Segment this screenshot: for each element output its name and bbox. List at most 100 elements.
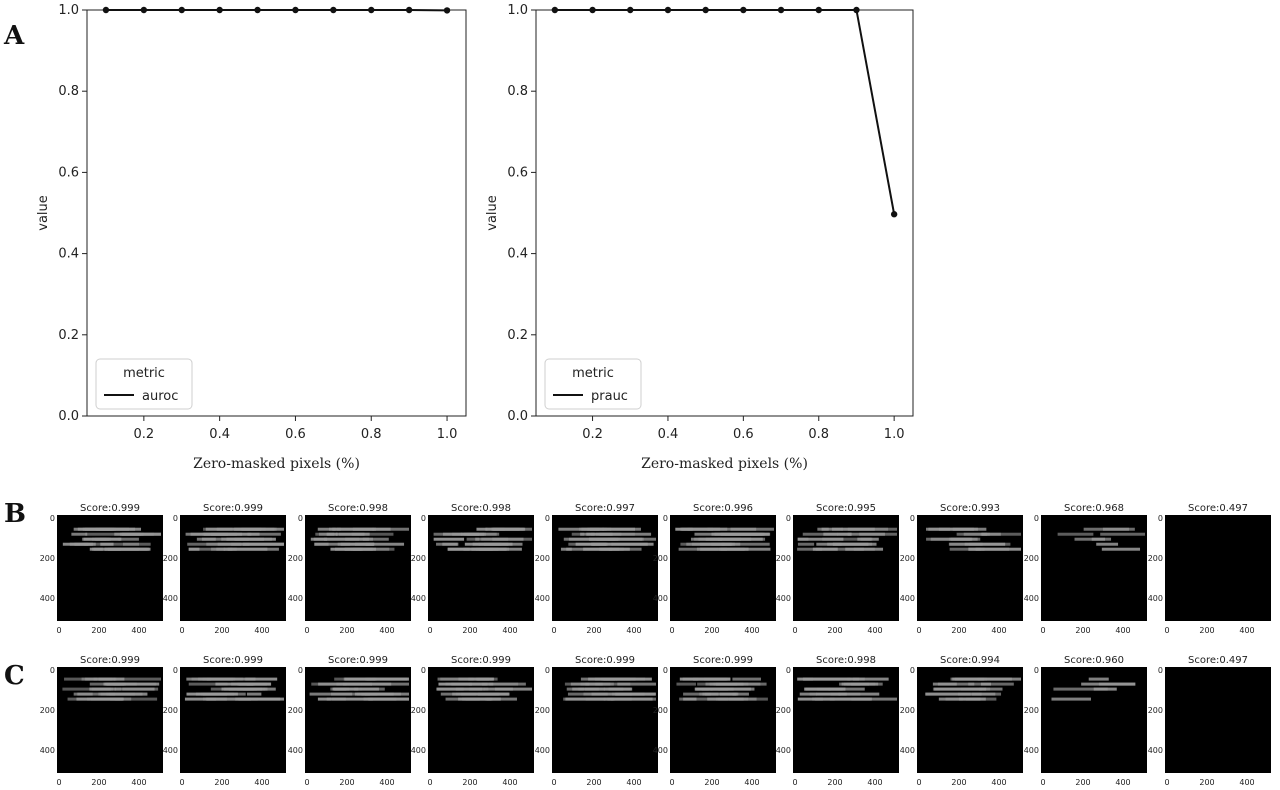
- thumbnail-x-tick: 400: [131, 626, 146, 635]
- tissue-band: [1081, 682, 1136, 686]
- tissue-band: [64, 677, 98, 681]
- data-point: [443, 7, 451, 14]
- tissue-band: [224, 687, 276, 691]
- tissue-band: [466, 537, 480, 541]
- tissue-band: [62, 687, 114, 691]
- thumbs-layer: Score:0.999 0 200 400 0 200 400 Score:0.999 0 200…: [40, 503, 1271, 787]
- y-axis-label: value: [485, 195, 500, 231]
- tissue-band: [231, 682, 271, 686]
- y-tick-label: 0.4: [507, 247, 528, 262]
- tissue-band: [185, 532, 237, 536]
- thumbnail-y-tick: 400: [900, 594, 915, 603]
- tissue-band: [560, 547, 572, 551]
- thumbnail-score: Score:0.960: [1064, 655, 1124, 666]
- thumbnail-x-tick: 0: [56, 778, 61, 787]
- thumbnail-x-tick: 200: [827, 626, 842, 635]
- thumbnail-x-tick: 0: [56, 626, 61, 635]
- tissue-band: [365, 542, 405, 546]
- thumbnail-x-tick: 400: [254, 778, 269, 787]
- thumbnail: Score:0.960 0 200 400 0 200 400: [1024, 655, 1147, 787]
- tissue-band: [485, 697, 517, 701]
- thumbnail-x-tick: 0: [427, 778, 432, 787]
- x-tick-label: 0.6: [285, 427, 306, 442]
- tissue-band: [952, 527, 974, 531]
- thumbnail-x-tick: 400: [502, 626, 517, 635]
- thumbnail-x-tick: 0: [1164, 626, 1169, 635]
- tissue-band: [331, 697, 346, 701]
- tissue-band: [598, 547, 642, 551]
- tissue-band: [859, 532, 897, 536]
- thumbnail-score: Score:0.999: [80, 655, 140, 666]
- tissue-band: [336, 532, 370, 536]
- thumbnail-x-tick: 0: [792, 626, 797, 635]
- tissue-band: [84, 542, 139, 546]
- data-point: [178, 6, 185, 14]
- tissue-band: [231, 542, 284, 546]
- thumbnail-x-tick: 400: [1239, 778, 1254, 787]
- thumbnail-x-tick: 400: [867, 778, 882, 787]
- tissue-band: [682, 677, 699, 681]
- thumbnail-image: [552, 515, 658, 621]
- y-tick-label: 0.6: [58, 165, 79, 180]
- thumbnail-y-tick: 400: [40, 594, 55, 603]
- tissue-band: [971, 692, 996, 696]
- thumbnail-score: Score:0.995: [816, 503, 876, 514]
- tissue-band: [311, 682, 347, 686]
- tissue-band: [822, 537, 873, 541]
- tissue-band: [370, 682, 409, 686]
- tissue-band: [726, 532, 763, 536]
- thumbnail-x-tick: 400: [1115, 626, 1130, 635]
- thumbnail: Score:0.999 0 200 400 0 200 400: [163, 503, 286, 635]
- tissue-band: [364, 692, 401, 696]
- tissue-band: [486, 697, 501, 701]
- thumbnail-x-tick: 200: [91, 778, 106, 787]
- tissue-band: [571, 532, 585, 536]
- tissue-band: [326, 537, 360, 541]
- thumbnail-score: Score:0.999: [328, 655, 388, 666]
- thumbnail-image: [670, 515, 776, 621]
- tissue-band: [247, 532, 281, 536]
- thumbnail-x-tick: 0: [427, 626, 432, 635]
- data-point: [890, 211, 898, 218]
- thumbnail-x-tick: 200: [339, 626, 354, 635]
- tissue-band: [89, 687, 122, 691]
- tissue-band: [580, 682, 631, 686]
- thumbnail: Score:0.968 0 200 400 0 200 400: [1024, 503, 1147, 635]
- tissue-band: [932, 687, 991, 691]
- thumbnail-y-tick: 200: [411, 554, 426, 563]
- tissue-band: [698, 537, 722, 541]
- thumbnail-x-tick: 200: [339, 778, 354, 787]
- tissue-band: [234, 527, 266, 531]
- tissue-band: [694, 532, 726, 536]
- thumbnail-x-tick: 400: [379, 626, 394, 635]
- y-tick-label: 1.0: [507, 3, 528, 18]
- tissue-band: [334, 687, 347, 691]
- tissue-band: [599, 532, 652, 536]
- thumbnail-score: Score:0.968: [1064, 503, 1124, 514]
- tissue-band: [797, 697, 823, 701]
- tissue-band: [925, 692, 971, 696]
- tissue-band: [838, 692, 880, 696]
- thumbnail-x-tick: 0: [916, 778, 921, 787]
- tissue-band: [683, 697, 697, 701]
- data-point: [551, 6, 559, 14]
- tissue-band: [442, 542, 458, 546]
- thumbnail-y-tick: 0: [298, 514, 303, 523]
- thumbnail: Score:0.999 0 200 400 0 200 400: [653, 655, 776, 787]
- thumbnail-x-tick: 200: [1199, 778, 1214, 787]
- tissue-band: [314, 542, 351, 546]
- tissue-band: [700, 547, 728, 551]
- thumbnail-y-tick: 400: [288, 746, 303, 755]
- tissue-band: [438, 682, 472, 686]
- x-axis-label: Zero-masked pixels (%): [193, 456, 360, 472]
- thumbnail-y-tick: 0: [50, 514, 55, 523]
- thumbnail-x-tick: 200: [1075, 626, 1090, 635]
- legend-label: prauc: [591, 389, 628, 404]
- tissue-band: [821, 527, 875, 531]
- thumbnail-y-tick: 0: [421, 666, 426, 675]
- thumbnail-image: [1165, 667, 1271, 773]
- thumbnail-x-tick: 0: [1164, 778, 1169, 787]
- y-tick-label: 0.0: [58, 409, 79, 424]
- thumbnail-x-tick: 400: [131, 778, 146, 787]
- tissue-band: [85, 532, 141, 536]
